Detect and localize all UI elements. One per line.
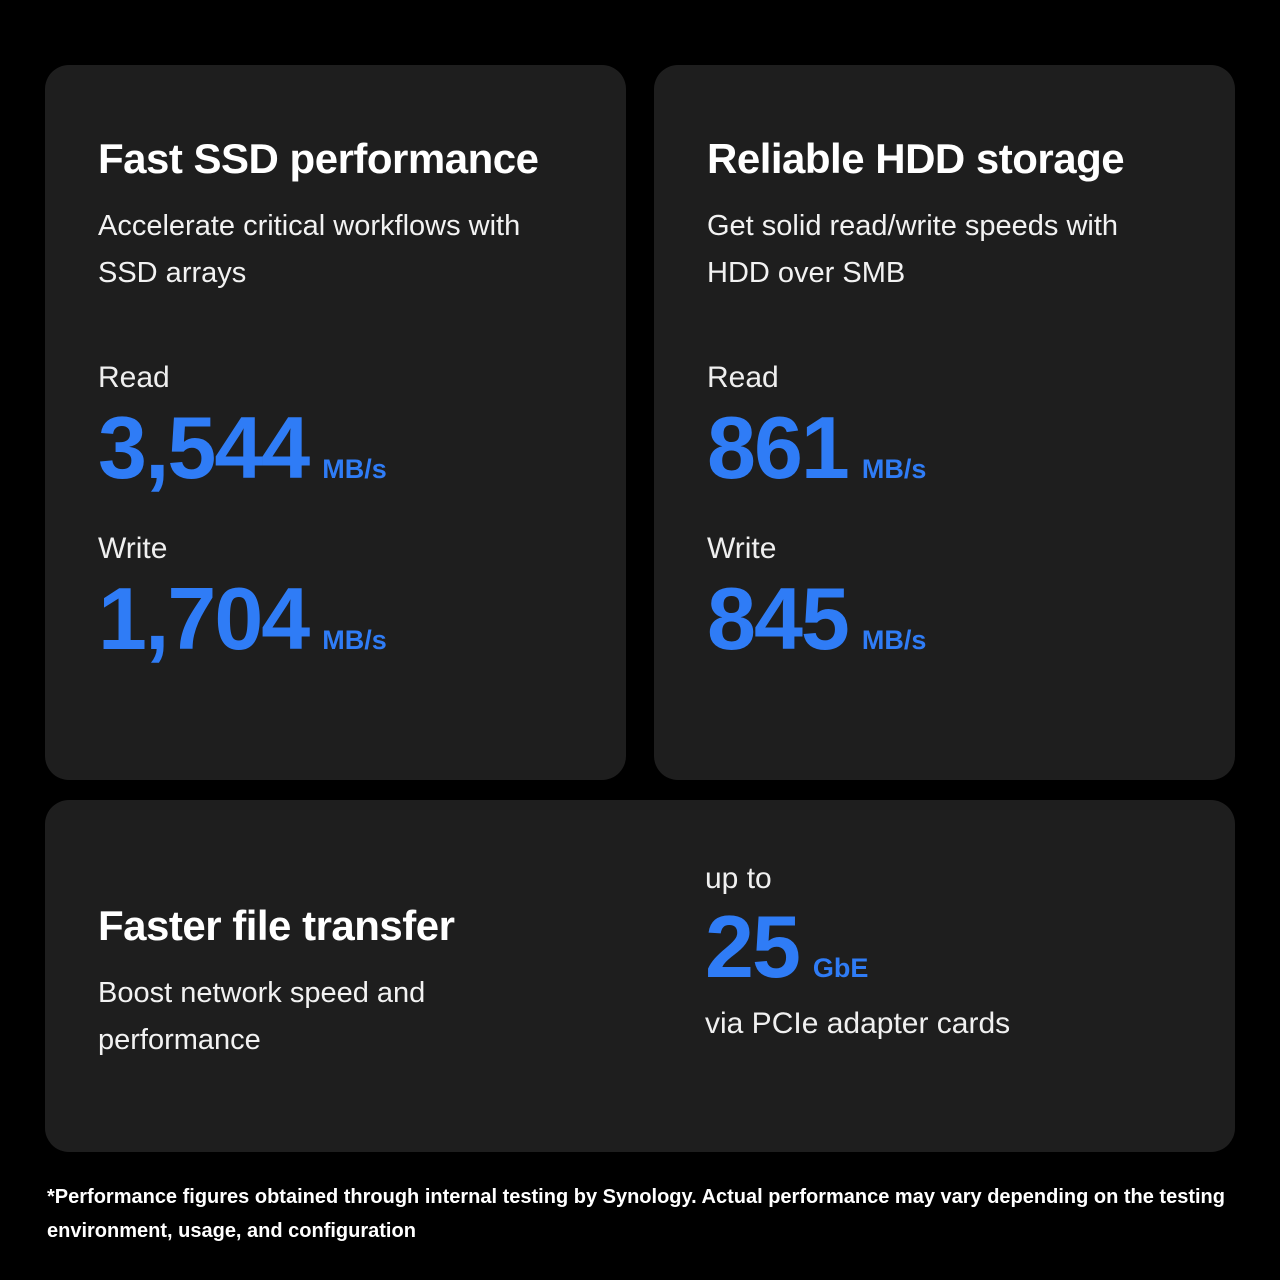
pcie-note: via PCIe adapter cards — [705, 1006, 1011, 1040]
file-transfer-subtitle: Boost network speed and performance — [98, 977, 426, 1057]
ssd-write-value: 1,704 — [98, 568, 310, 668]
gbe-value: 25 — [705, 897, 801, 996]
file-transfer-stat: up to 25 GbE via PCIe adapter cards — [640, 800, 1235, 1152]
hdd-write-label: Write — [707, 531, 777, 565]
file-transfer-card: Faster file transfer Boost network speed… — [45, 800, 1235, 1152]
top-cards-row: Fast SSD performance Accelerate critical… — [45, 65, 1235, 780]
hdd-write-stat: Write 845 MB/s — [707, 532, 1195, 669]
hdd-card-title: Reliable HDD storage — [707, 135, 1125, 182]
hdd-read-value: 861 — [707, 398, 850, 498]
ssd-write-label: Write — [98, 531, 168, 565]
disclaimer-footnote: *Performance figures obtained through in… — [47, 1186, 1225, 1242]
ssd-read-value: 3,544 — [98, 398, 310, 498]
ssd-read-unit: MB/s — [322, 454, 387, 485]
ssd-read-stat: Read 3,544 MB/s — [98, 361, 586, 498]
hdd-write-value: 845 — [707, 568, 850, 668]
hdd-card-subtitle: Get solid read/write speeds with HDD ove… — [707, 210, 1119, 290]
ssd-write-stat: Write 1,704 MB/s — [98, 532, 586, 669]
file-transfer-title: Faster file transfer — [98, 902, 455, 949]
upto-label: up to — [705, 862, 772, 895]
hdd-write-unit: MB/s — [861, 624, 927, 655]
hdd-read-unit: MB/s — [861, 454, 927, 485]
gbe-unit: GbE — [812, 953, 869, 983]
ssd-performance-card: Fast SSD performance Accelerate critical… — [45, 65, 626, 780]
hdd-read-stat: Read 861 MB/s — [707, 361, 1195, 498]
file-transfer-text: Faster file transfer Boost network speed… — [45, 800, 640, 1152]
ssd-card-title: Fast SSD performance — [98, 135, 539, 182]
ssd-card-subtitle: Accelerate critical workflows with SSD a… — [98, 210, 521, 290]
ssd-read-label: Read — [98, 361, 170, 395]
hdd-read-label: Read — [707, 361, 779, 395]
hdd-storage-card: Reliable HDD storage Get solid read/writ… — [654, 65, 1235, 780]
gbe-value-row: 25 GbE — [705, 897, 1235, 997]
ssd-read-value-row: 3,544 MB/s — [98, 399, 586, 498]
ssd-write-value-row: 1,704 MB/s — [98, 568, 586, 669]
ssd-write-unit: MB/s — [322, 624, 387, 655]
hdd-read-value-row: 861 MB/s — [707, 399, 1195, 498]
hdd-write-value-row: 845 MB/s — [707, 568, 1195, 669]
